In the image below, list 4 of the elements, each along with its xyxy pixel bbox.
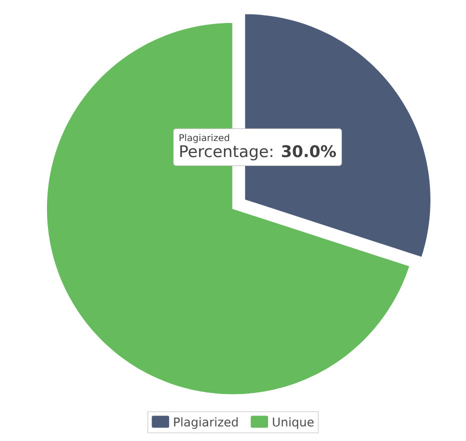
legend-label: Unique [272,417,314,429]
text: Percentage: 30.0% [180,145,336,160]
text: Plagiarized [180,134,230,144]
legend-label: Plagiarized [174,417,238,429]
